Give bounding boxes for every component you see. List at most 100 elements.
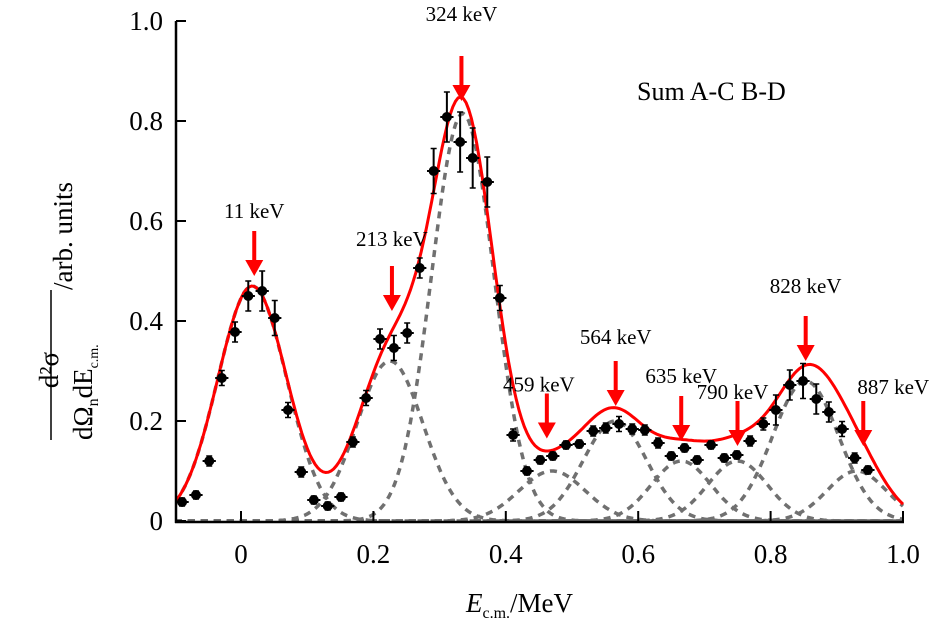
data-marker — [639, 425, 650, 435]
data-point — [321, 501, 335, 511]
data-marker — [257, 286, 268, 296]
data-point — [215, 369, 229, 387]
data-point — [677, 443, 692, 453]
data-point — [546, 451, 560, 461]
data-marker — [243, 291, 254, 301]
peak-marker: 564 keV — [580, 325, 652, 406]
x-axis-title: Ec.m./MeV — [465, 588, 574, 622]
arrow-head-icon — [606, 390, 625, 406]
axes — [174, 21, 904, 524]
x-tick-label: 0.6 — [621, 539, 655, 569]
data-marker — [600, 423, 611, 433]
y-tick-label: 0.6 — [129, 206, 163, 236]
data-marker — [361, 393, 372, 403]
data-marker — [837, 424, 848, 434]
data-point — [228, 321, 242, 343]
data-marker — [823, 407, 834, 417]
data-point — [664, 451, 678, 461]
data-marker — [467, 153, 478, 163]
data-point — [493, 284, 507, 312]
data-point — [466, 127, 480, 189]
peak-label: 790 keV — [697, 380, 769, 404]
data-marker — [745, 436, 756, 446]
data-marker — [770, 405, 781, 415]
data-point — [400, 322, 414, 344]
data-marker — [428, 166, 439, 176]
x-axis-title-main: E — [465, 588, 483, 618]
data-point — [612, 415, 626, 433]
data-point — [690, 455, 704, 465]
data-point — [268, 299, 282, 337]
data-point — [520, 466, 534, 476]
data-point — [387, 334, 401, 362]
data-point — [175, 497, 189, 507]
peak-marker: 828 keV — [770, 274, 842, 361]
peak-label: 213 keV — [356, 227, 428, 251]
peak-marker: 790 keV — [697, 380, 769, 446]
data-marker — [335, 492, 346, 502]
data-marker — [230, 327, 241, 337]
data-point — [783, 369, 797, 401]
y-axis-title-denominator-sub1: n — [85, 398, 102, 406]
y-ticks: 0 0.2 0.4 0.6 0.8 1.0 — [129, 6, 186, 536]
y-tick-label: 0.2 — [129, 406, 163, 436]
data-marker — [719, 453, 730, 463]
data-marker — [547, 451, 558, 461]
annotation-sum-label: Sum A-C B-D — [637, 77, 786, 106]
data-point — [756, 417, 770, 431]
fit-component-curve — [176, 379, 904, 523]
data-marker — [283, 405, 294, 415]
data-point — [334, 492, 348, 502]
data-point — [255, 270, 269, 312]
fit-component-curve — [176, 459, 903, 523]
x-tick-label: 0.2 — [357, 539, 391, 569]
data-point — [638, 424, 652, 436]
data-marker — [731, 450, 742, 460]
data-marker — [535, 455, 546, 465]
y-tick-label: 0.4 — [129, 306, 163, 336]
peak-marker: 11 keV — [224, 199, 284, 276]
peak-label: 887 keV — [857, 375, 929, 399]
y-axis-title-numerator: d²σ — [34, 351, 64, 388]
peak-label: 324 keV — [426, 2, 498, 26]
fit-component-curve — [176, 459, 903, 523]
y-axis-title-denominator-main: dΩ — [68, 406, 98, 440]
peak-label: 11 keV — [224, 199, 284, 223]
data-marker — [811, 394, 822, 404]
data-point — [861, 465, 875, 475]
data-point — [599, 422, 613, 434]
peak-marker: 324 keV — [426, 2, 498, 101]
x-axis-title-sub: c.m. — [483, 605, 511, 622]
x-tick-label: 1.0 — [886, 539, 920, 569]
arrow-head-icon — [245, 260, 264, 276]
y-tick-label: 0 — [150, 506, 164, 536]
data-marker — [614, 419, 625, 429]
x-tick-label: 0.4 — [489, 539, 523, 569]
data-point — [359, 389, 373, 407]
arrow-head-icon — [728, 430, 747, 446]
data-point — [704, 440, 718, 450]
data-marker — [588, 426, 599, 436]
data-marker — [482, 177, 493, 187]
data-marker — [692, 455, 703, 465]
data-marker — [216, 373, 227, 383]
data-point — [480, 156, 494, 208]
x-tick-label: 0 — [234, 539, 248, 569]
data-point — [346, 436, 360, 448]
peak-label: 828 keV — [770, 274, 842, 298]
data-point — [373, 328, 387, 350]
data-point — [572, 439, 586, 449]
data-point — [717, 453, 731, 463]
data-marker — [347, 437, 358, 447]
data-point — [294, 466, 308, 478]
data-marker — [653, 438, 664, 448]
peak-marker: 213 keV — [356, 227, 428, 311]
peak-label: 635 keV — [645, 364, 717, 388]
data-point — [307, 495, 321, 505]
peak-label: 459 keV — [503, 373, 575, 397]
data-point — [625, 423, 639, 435]
data-marker — [308, 495, 319, 505]
peak-marker: 459 keV — [503, 373, 575, 439]
data-point — [769, 394, 783, 426]
